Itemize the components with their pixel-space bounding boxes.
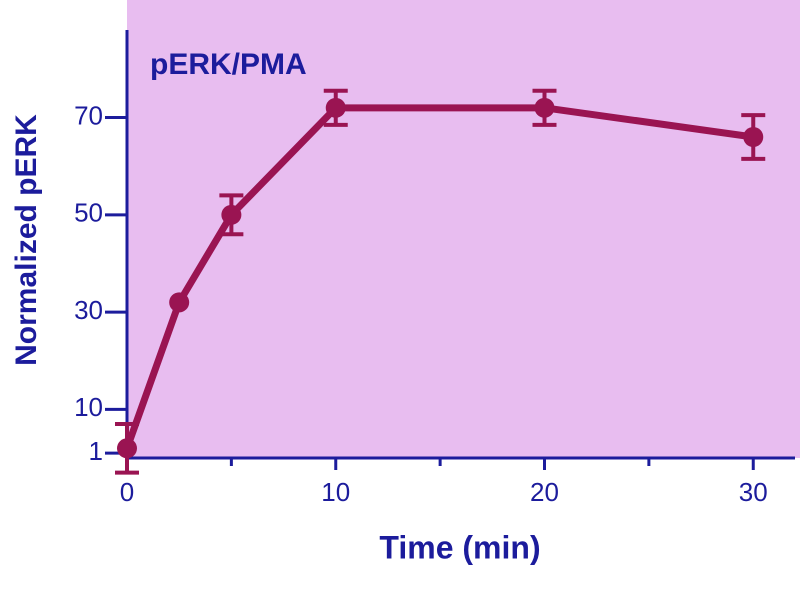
y-tick-label: 70 <box>74 100 103 130</box>
y-axis-title: Normalized pERK <box>10 114 43 366</box>
data-point <box>325 97 346 118</box>
x-tick-label: 10 <box>321 477 350 507</box>
x-tick-label: 20 <box>530 477 559 507</box>
x-tick-label: 30 <box>739 477 768 507</box>
data-point <box>534 97 555 118</box>
chart-title: pERK/PMA <box>150 48 307 81</box>
x-tick-label: 0 <box>120 477 134 507</box>
y-tick-label: 10 <box>74 392 103 422</box>
y-tick-label: 30 <box>74 295 103 325</box>
y-tick-label: 50 <box>74 198 103 228</box>
data-point <box>117 438 137 459</box>
data-point <box>743 127 764 147</box>
plot-area <box>127 0 800 458</box>
data-point <box>221 204 242 225</box>
data-point <box>169 292 190 313</box>
y-tick-label: 1 <box>89 436 103 466</box>
x-axis-title: Time (min) <box>379 529 540 565</box>
series-line <box>123 104 754 450</box>
